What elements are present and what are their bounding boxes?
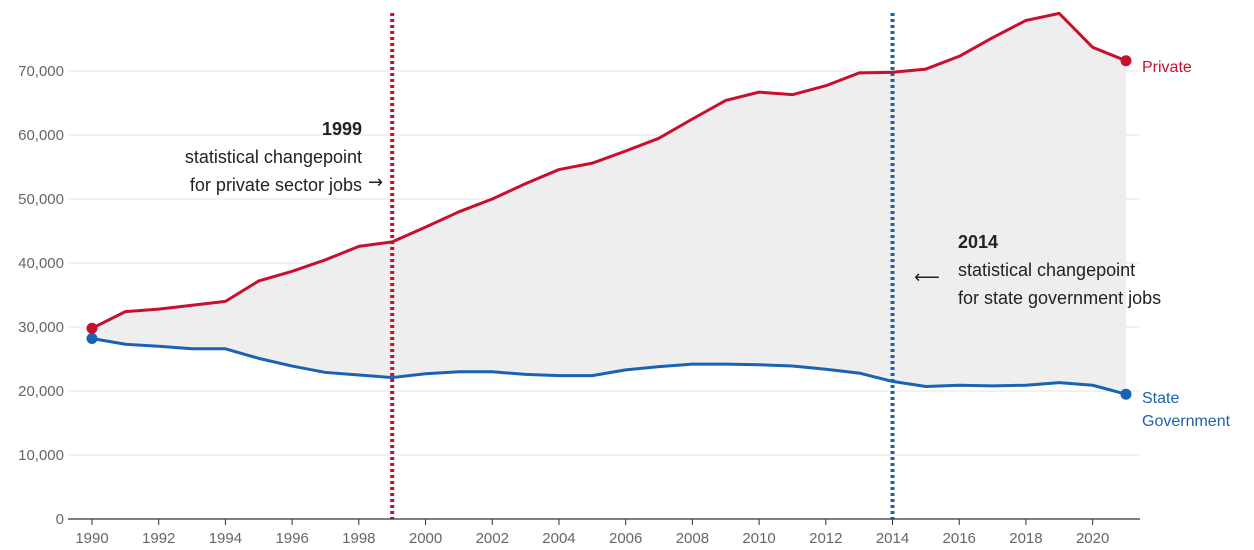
series-line-private (90, 11, 1128, 330)
series-lines (86, 11, 1132, 400)
x-axis: 1990 1992 1994 1996 1998 2000 2002 2004 2006 2008… (68, 518, 1140, 547)
y-tick-label: 60,000 (18, 127, 64, 144)
x-tick-label: 2018 (1009, 530, 1042, 547)
x-tick-label: 1996 (275, 530, 308, 547)
y-tick-label: 30,000 (18, 319, 64, 336)
x-tick-label: 1992 (142, 530, 175, 547)
series-start-dot-private (86, 322, 98, 334)
x-tick-label: 2010 (742, 530, 775, 547)
changepoint-lines (390, 13, 895, 519)
x-tick-label: 2008 (676, 530, 709, 547)
gap-area (92, 13, 1126, 395)
y-tick-label: 10,000 (18, 447, 64, 464)
x-tick-label: 2006 (609, 530, 642, 547)
y-tick-label: 0 (56, 511, 64, 528)
y-tick-label: 70,000 (18, 63, 64, 80)
x-tick-label: 2012 (809, 530, 842, 547)
annotation-1999: 1999 statistical changepoint for private… (185, 119, 383, 195)
arrow-left-icon: ⟵ (914, 267, 940, 288)
series-label-state-government: State Government (1142, 390, 1231, 430)
series-label-state-line1: State (1142, 390, 1179, 407)
y-tick-label: 20,000 (18, 383, 64, 400)
x-tick-label: 2002 (476, 530, 509, 547)
series-line-state-government (90, 337, 1128, 396)
y-tick-label: 50,000 (18, 191, 64, 208)
x-tick-label: 2016 (943, 530, 976, 547)
x-tick-label: 2004 (542, 530, 575, 547)
x-tick-label: 2014 (876, 530, 909, 547)
series-end-dot-private (1120, 55, 1132, 67)
series-end-dot-state-government (1120, 388, 1132, 400)
x-tick-label: 1998 (342, 530, 375, 547)
series-label-state-line2: Government (1142, 413, 1231, 430)
series-label-private: Private (1142, 59, 1192, 76)
annotation-2014: 2014 statistical changepoint for state g… (914, 232, 1161, 308)
x-tick-label: 1994 (209, 530, 242, 547)
annotation-2014-year: 2014 (958, 232, 998, 252)
annotation-1999-year: 1999 (322, 119, 362, 139)
y-axis-labels: 0 10,000 20,000 30,000 40,000 50,000 60,000 70,… (18, 63, 64, 528)
arrow-right-icon: → (368, 172, 383, 193)
annotation-1999-line1: statistical changepoint (185, 147, 362, 167)
x-tick-label: 2000 (409, 530, 442, 547)
series-start-dot-state-government (86, 333, 98, 345)
x-tick-label: 1990 (75, 530, 108, 547)
annotation-2014-line1: statistical changepoint (958, 260, 1135, 280)
x-tick-label: 2020 (1076, 530, 1109, 547)
annotation-1999-line2: for private sector jobs (190, 175, 362, 195)
series-labels: Private State Government (1142, 59, 1231, 430)
annotation-2014-line2: for state government jobs (958, 288, 1161, 308)
y-tick-label: 40,000 (18, 255, 64, 272)
